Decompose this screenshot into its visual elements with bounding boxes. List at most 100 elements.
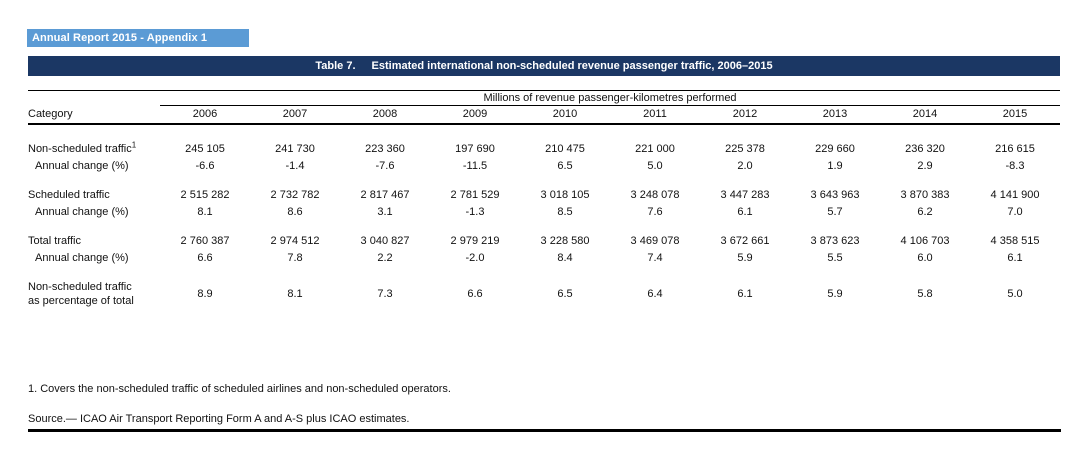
cell-value: 3 643 963 [810, 189, 860, 201]
cell-value: 2.9 [917, 160, 933, 172]
cell-value: 6.1 [737, 288, 753, 300]
row-label: Total traffic [28, 235, 81, 247]
footnote: 1. Covers the non-scheduled traffic of s… [28, 383, 451, 395]
appendix-banner: Annual Report 2015 - Appendix 1 [27, 29, 249, 47]
cell-value: 221 000 [635, 143, 675, 155]
cell-value: 2.0 [737, 160, 753, 172]
cell-value: 2 979 219 [450, 235, 500, 247]
table-title-bar: Table 7. Estimated international non-sche… [28, 56, 1060, 76]
table-row: Non-scheduled traffic as percentage of to… [28, 265, 1060, 308]
row-label: Annual change (%) [35, 252, 129, 264]
cell-value: 4 358 515 [990, 235, 1040, 247]
cell-value: 3.1 [377, 206, 393, 218]
cell-value: 3 040 827 [360, 235, 410, 247]
row-label: Scheduled traffic [28, 189, 110, 201]
row-label: Non-scheduled traffic1 [28, 140, 137, 155]
cell-value: 223 360 [365, 143, 405, 155]
appendix-banner-label: Annual Report 2015 - Appendix 1 [32, 32, 208, 44]
table-row: Annual change (%) -6.6 -1.4 -7.6 -11.5 6.5 5.0… [28, 156, 1060, 173]
cell-value: 3 228 580 [540, 235, 590, 247]
cell-value: -11.5 [462, 160, 488, 172]
cell-value: 6.6 [467, 288, 483, 300]
table-number-label: Table 7. [315, 60, 356, 72]
cell-value: 5.5 [827, 252, 843, 264]
category-header: Category [28, 105, 160, 125]
cell-value: 2 781 529 [450, 189, 500, 201]
cell-value: 229 660 [815, 143, 855, 155]
cell-value: 6.4 [647, 288, 663, 300]
cell-value: 7.8 [287, 252, 303, 264]
cell-value: 197 690 [455, 143, 495, 155]
bottom-rule [28, 429, 1061, 432]
cell-value: 4 141 900 [990, 189, 1040, 201]
cell-value: 3 447 283 [720, 189, 770, 201]
cell-value: -6.6 [195, 160, 215, 172]
cell-value: 1.9 [827, 160, 843, 172]
cell-value: 225 378 [725, 143, 765, 155]
cell-value: -7.6 [375, 160, 395, 172]
cell-value: 8.5 [557, 206, 573, 218]
cell-value: 3 018 105 [540, 189, 590, 201]
cell-value: 8.9 [197, 288, 213, 300]
span-header: Millions of revenue passenger-kilometres… [160, 90, 1060, 106]
cell-value: 7.0 [1007, 206, 1023, 218]
cell-value: 3 248 078 [630, 189, 680, 201]
table-row: Annual change (%) 8.1 8.6 3.1 -1.3 8.5 7.6 6.1 5… [28, 202, 1060, 219]
row-label: Non-scheduled traffic as percentage of to… [28, 281, 134, 307]
cell-value: 2 515 282 [180, 189, 230, 201]
cell-value: 245 105 [185, 143, 225, 155]
source-line: Source.— ICAO Air Transport Reporting Fo… [28, 413, 410, 425]
cell-value: 2.2 [377, 252, 393, 264]
year-header: 2011 [610, 105, 700, 125]
year-header: 2010 [520, 105, 610, 125]
table-body: Non-scheduled traffic1 245 105 241 730 223 … [28, 124, 1060, 308]
table-row: Annual change (%) 6.6 7.8 2.2 -2.0 8.4 7.4 5.9 5… [28, 248, 1060, 265]
year-header: 2006 [160, 105, 250, 125]
cell-value: 5.9 [737, 252, 753, 264]
year-header: 2012 [700, 105, 790, 125]
cell-value: 8.4 [557, 252, 573, 264]
cell-value: 5.9 [827, 288, 843, 300]
cell-value: 8.6 [287, 206, 303, 218]
cell-value: 3 873 623 [810, 235, 860, 247]
year-header: 2009 [430, 105, 520, 125]
cell-value: 3 469 078 [630, 235, 680, 247]
cell-value: -8.3 [1005, 160, 1025, 172]
cell-value: 2 817 467 [360, 189, 410, 201]
table-row: Total traffic 2 760 387 2 974 512 3 040 827… [28, 219, 1060, 248]
cell-value: 7.6 [647, 206, 663, 218]
year-header: 2008 [340, 105, 430, 125]
cell-value: -2.0 [465, 252, 485, 264]
cell-value: 6.1 [737, 206, 753, 218]
cell-value: 2 732 782 [270, 189, 320, 201]
span-header-spacer [28, 91, 160, 106]
table-title-text: Estimated international non-scheduled re… [371, 60, 773, 72]
cell-value: 241 730 [275, 143, 315, 155]
cell-value: 6.1 [1007, 252, 1023, 264]
span-header-row: Millions of revenue passenger-kilometres… [28, 90, 1060, 106]
table-row: Non-scheduled traffic1 245 105 241 730 223 … [28, 124, 1060, 156]
cell-value: 2 974 512 [270, 235, 320, 247]
year-header: 2007 [250, 105, 340, 125]
row-label: Annual change (%) [35, 206, 129, 218]
cell-value: 7.4 [647, 252, 663, 264]
year-header: 2015 [970, 105, 1060, 125]
year-header-row: Category 2006 2007 2008 2009 2010 2011 2012 201… [28, 105, 1060, 125]
cell-value: 6.0 [917, 252, 933, 264]
cell-value: 6.2 [917, 206, 933, 218]
cell-value: -1.4 [285, 160, 305, 172]
cell-value: 3 870 383 [900, 189, 950, 201]
cell-value: 5.0 [1007, 288, 1023, 300]
cell-value: 6.5 [557, 160, 573, 172]
cell-value: 8.1 [197, 206, 213, 218]
cell-value: 7.3 [377, 288, 393, 300]
cell-value: 3 672 661 [720, 235, 770, 247]
cell-value: -1.3 [465, 206, 485, 218]
row-label: Annual change (%) [35, 160, 129, 172]
traffic-table: Millions of revenue passenger-kilometres… [28, 90, 1060, 308]
cell-value: 236 320 [905, 143, 945, 155]
cell-value: 6.5 [557, 288, 573, 300]
cell-value: 8.1 [287, 288, 303, 300]
year-header: 2014 [880, 105, 970, 125]
